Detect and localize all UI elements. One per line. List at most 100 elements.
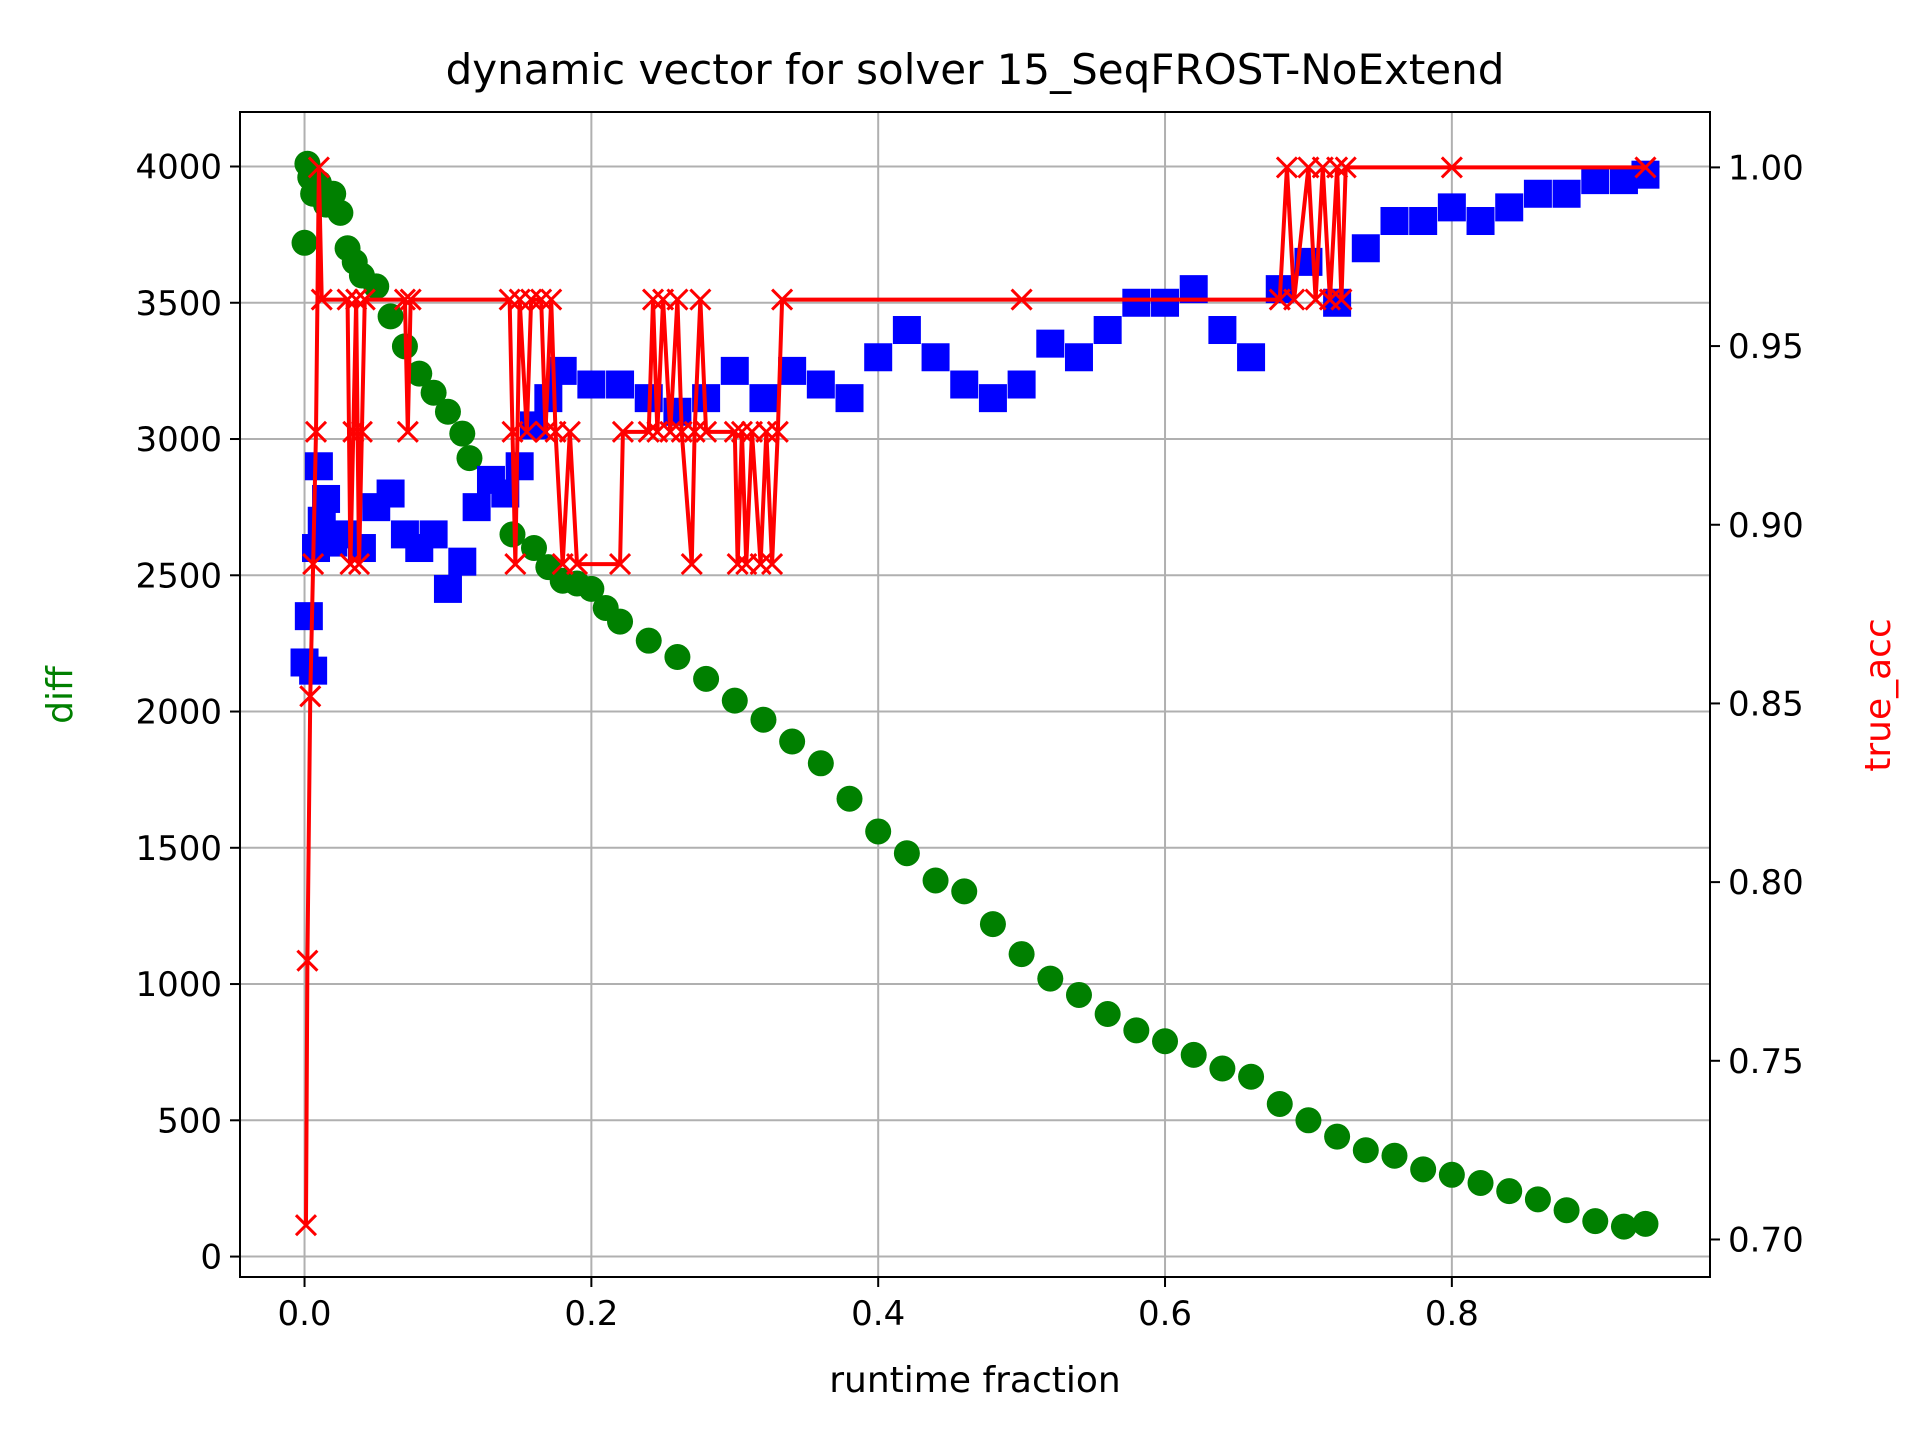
blue-point bbox=[1466, 207, 1495, 236]
diff-point bbox=[327, 199, 354, 226]
diff-point bbox=[1295, 1107, 1322, 1134]
true-acc-point bbox=[1010, 288, 1033, 311]
true-acc-point bbox=[540, 288, 563, 311]
blue-point bbox=[978, 384, 1007, 413]
diff-point bbox=[499, 521, 526, 548]
blue-point bbox=[950, 370, 979, 399]
true-acc-point bbox=[608, 553, 632, 576]
true-acc-line bbox=[303, 165, 1646, 1226]
diff-point bbox=[607, 608, 634, 635]
diff-point bbox=[449, 420, 476, 447]
diff-point bbox=[1582, 1208, 1609, 1235]
diff-point bbox=[1381, 1142, 1408, 1169]
blue-point bbox=[1093, 316, 1122, 345]
true-acc-point bbox=[1440, 156, 1463, 179]
true-acc-point bbox=[307, 156, 330, 179]
true-acc-point bbox=[304, 420, 328, 443]
true-acc-point bbox=[726, 553, 749, 576]
true-acc-point bbox=[515, 420, 538, 443]
true-acc-point bbox=[1330, 288, 1353, 311]
true-acc-point bbox=[695, 420, 718, 443]
true-acc-point bbox=[520, 288, 543, 311]
y-right-axis-label: true_acc bbox=[1858, 618, 1899, 772]
blue-point bbox=[606, 370, 635, 399]
diff-point bbox=[635, 627, 662, 654]
diff-point bbox=[291, 229, 318, 256]
diff-point bbox=[1496, 1178, 1523, 1205]
y-tick-label: 2500 bbox=[135, 556, 222, 596]
y-tick-label: 500 bbox=[157, 1101, 222, 1141]
blue-point bbox=[299, 656, 328, 685]
y-tick-label: 3000 bbox=[135, 420, 222, 460]
true-acc-point bbox=[689, 288, 712, 311]
blue-point bbox=[1552, 179, 1581, 208]
true-acc-point bbox=[771, 288, 794, 311]
diff-point bbox=[521, 535, 547, 562]
blue-point bbox=[433, 574, 462, 603]
diff-point bbox=[377, 303, 404, 330]
true-acc-point bbox=[1634, 156, 1657, 179]
diff-point bbox=[406, 360, 433, 387]
diff-point bbox=[578, 575, 605, 602]
blue-point bbox=[376, 479, 405, 508]
y-right-tick-label: 1.00 bbox=[1728, 148, 1804, 188]
y-axis-label: diff bbox=[40, 665, 81, 724]
y-tick-label: 4000 bbox=[135, 148, 222, 188]
true-acc-point bbox=[350, 420, 373, 443]
blue-point bbox=[1122, 288, 1151, 317]
diff-point bbox=[1152, 1028, 1179, 1055]
true-acc-point bbox=[504, 553, 527, 576]
diff-point bbox=[1180, 1041, 1207, 1068]
blue-point bbox=[864, 343, 893, 372]
y-right-tick-label: 0.90 bbox=[1728, 506, 1804, 546]
blue-point bbox=[778, 356, 807, 385]
y-axis-ticks: 0 500 1000 1500 2000 2500 3000 3500 4000 bbox=[135, 148, 240, 1278]
diff-point bbox=[922, 867, 949, 894]
diff-point bbox=[779, 728, 806, 755]
diff-point bbox=[1410, 1156, 1437, 1183]
blue-point bbox=[1409, 207, 1438, 236]
chart-title: dynamic vector for solver 15_SeqFROST-No… bbox=[446, 45, 1505, 94]
blue-point bbox=[1380, 207, 1409, 236]
y-tick-label: 3500 bbox=[135, 284, 222, 324]
diff-point bbox=[979, 911, 1006, 938]
diff-point bbox=[951, 878, 978, 905]
x-tick-label: 0.4 bbox=[851, 1294, 905, 1334]
y-right-tick-label: 0.75 bbox=[1728, 1042, 1804, 1082]
blue-point bbox=[294, 602, 323, 631]
blue-point bbox=[462, 493, 491, 522]
true-acc-point bbox=[723, 420, 746, 443]
y-right-tick-label: 0.70 bbox=[1728, 1220, 1804, 1260]
true-acc-point bbox=[530, 288, 553, 311]
blue-point bbox=[1237, 343, 1266, 372]
true-acc-point bbox=[342, 420, 365, 443]
true-acc-point bbox=[558, 420, 581, 443]
blue-point bbox=[1437, 193, 1466, 222]
diff-point bbox=[1610, 1213, 1637, 1240]
true-acc-point bbox=[534, 420, 557, 443]
plot-area bbox=[240, 112, 1710, 1277]
x-tick-label: 0.6 bbox=[1138, 1294, 1192, 1334]
y-right-tick-label: 0.95 bbox=[1728, 327, 1804, 367]
true-acc-point bbox=[498, 288, 521, 311]
blue-point bbox=[720, 356, 749, 385]
diff-point bbox=[1524, 1186, 1551, 1213]
blue-point bbox=[1581, 166, 1610, 195]
blue-point bbox=[921, 343, 950, 372]
true-acc-point bbox=[393, 288, 416, 311]
series-true-acc bbox=[294, 156, 1657, 1237]
blue-point bbox=[749, 384, 778, 413]
diff-point bbox=[693, 665, 720, 692]
diff-point bbox=[1632, 1210, 1659, 1237]
true-acc-point bbox=[761, 553, 784, 576]
diff-point bbox=[1553, 1197, 1580, 1224]
true-acc-point bbox=[1275, 156, 1298, 179]
true-acc-point bbox=[666, 288, 689, 311]
diff-point bbox=[1008, 941, 1035, 968]
x-tick-label: 0.2 bbox=[564, 1294, 618, 1334]
blue-point bbox=[1151, 288, 1180, 317]
blue-point bbox=[419, 520, 448, 549]
true-acc-point bbox=[766, 420, 789, 443]
y-tick-label: 1000 bbox=[135, 965, 222, 1005]
diff-point bbox=[893, 840, 920, 867]
